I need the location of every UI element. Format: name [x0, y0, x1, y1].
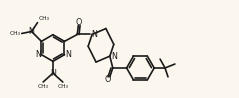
Text: N: N — [29, 27, 34, 36]
Text: N: N — [65, 50, 71, 59]
Text: CH₃: CH₃ — [57, 84, 68, 89]
Text: N: N — [91, 30, 97, 39]
Text: CH₃: CH₃ — [10, 31, 21, 36]
Text: CH₃: CH₃ — [38, 84, 49, 89]
Text: O: O — [76, 18, 82, 27]
Text: N: N — [50, 69, 56, 78]
Text: N: N — [35, 50, 41, 59]
Text: CH₃: CH₃ — [38, 16, 49, 21]
Text: N: N — [111, 52, 117, 61]
Text: O: O — [105, 75, 111, 84]
